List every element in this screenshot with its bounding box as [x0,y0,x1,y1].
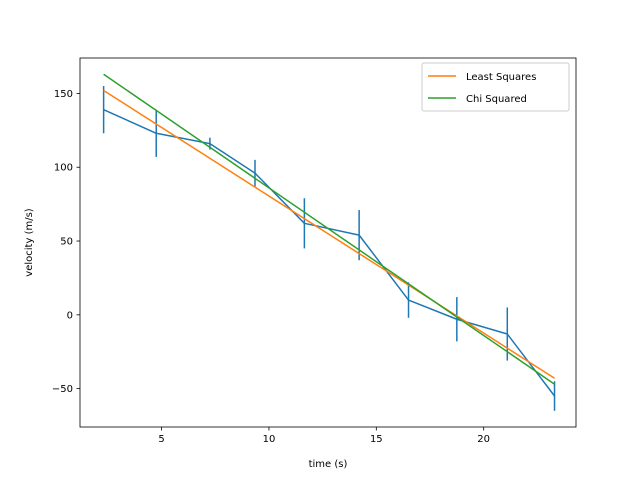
x-axis: 5 10 15 20 [158,427,490,445]
legend-label-chi-squared: Chi Squared [466,94,527,105]
x-tick-label: 5 [158,434,164,445]
series-line-0 [103,108,556,397]
y-tick-label: 150 [54,89,73,100]
series-layer [102,73,556,411]
plot-frame [79,57,577,428]
series-line-1 [103,89,555,379]
legend-label-least-squares: Least Squares [466,72,536,83]
y-tick-label: 0 [67,310,73,321]
y-axis-label: velocity (m/s) [24,208,35,276]
x-tick-label: 15 [370,434,383,445]
y-tick-label: −50 [52,384,73,395]
legend-box [421,62,570,112]
y-tick-label: 50 [60,237,73,248]
x-tick-label: 10 [263,434,276,445]
series-line-2 [103,73,555,385]
plot-area [80,58,576,427]
x-tick-label: 20 [477,434,490,445]
axes-layer [79,57,577,428]
y-axis: −50 0 50 100 150 [52,89,80,395]
y-tick-label: 100 [54,163,73,174]
x-axis-label: time (s) [309,459,348,470]
legend: Least Squares Chi Squared [421,62,570,112]
